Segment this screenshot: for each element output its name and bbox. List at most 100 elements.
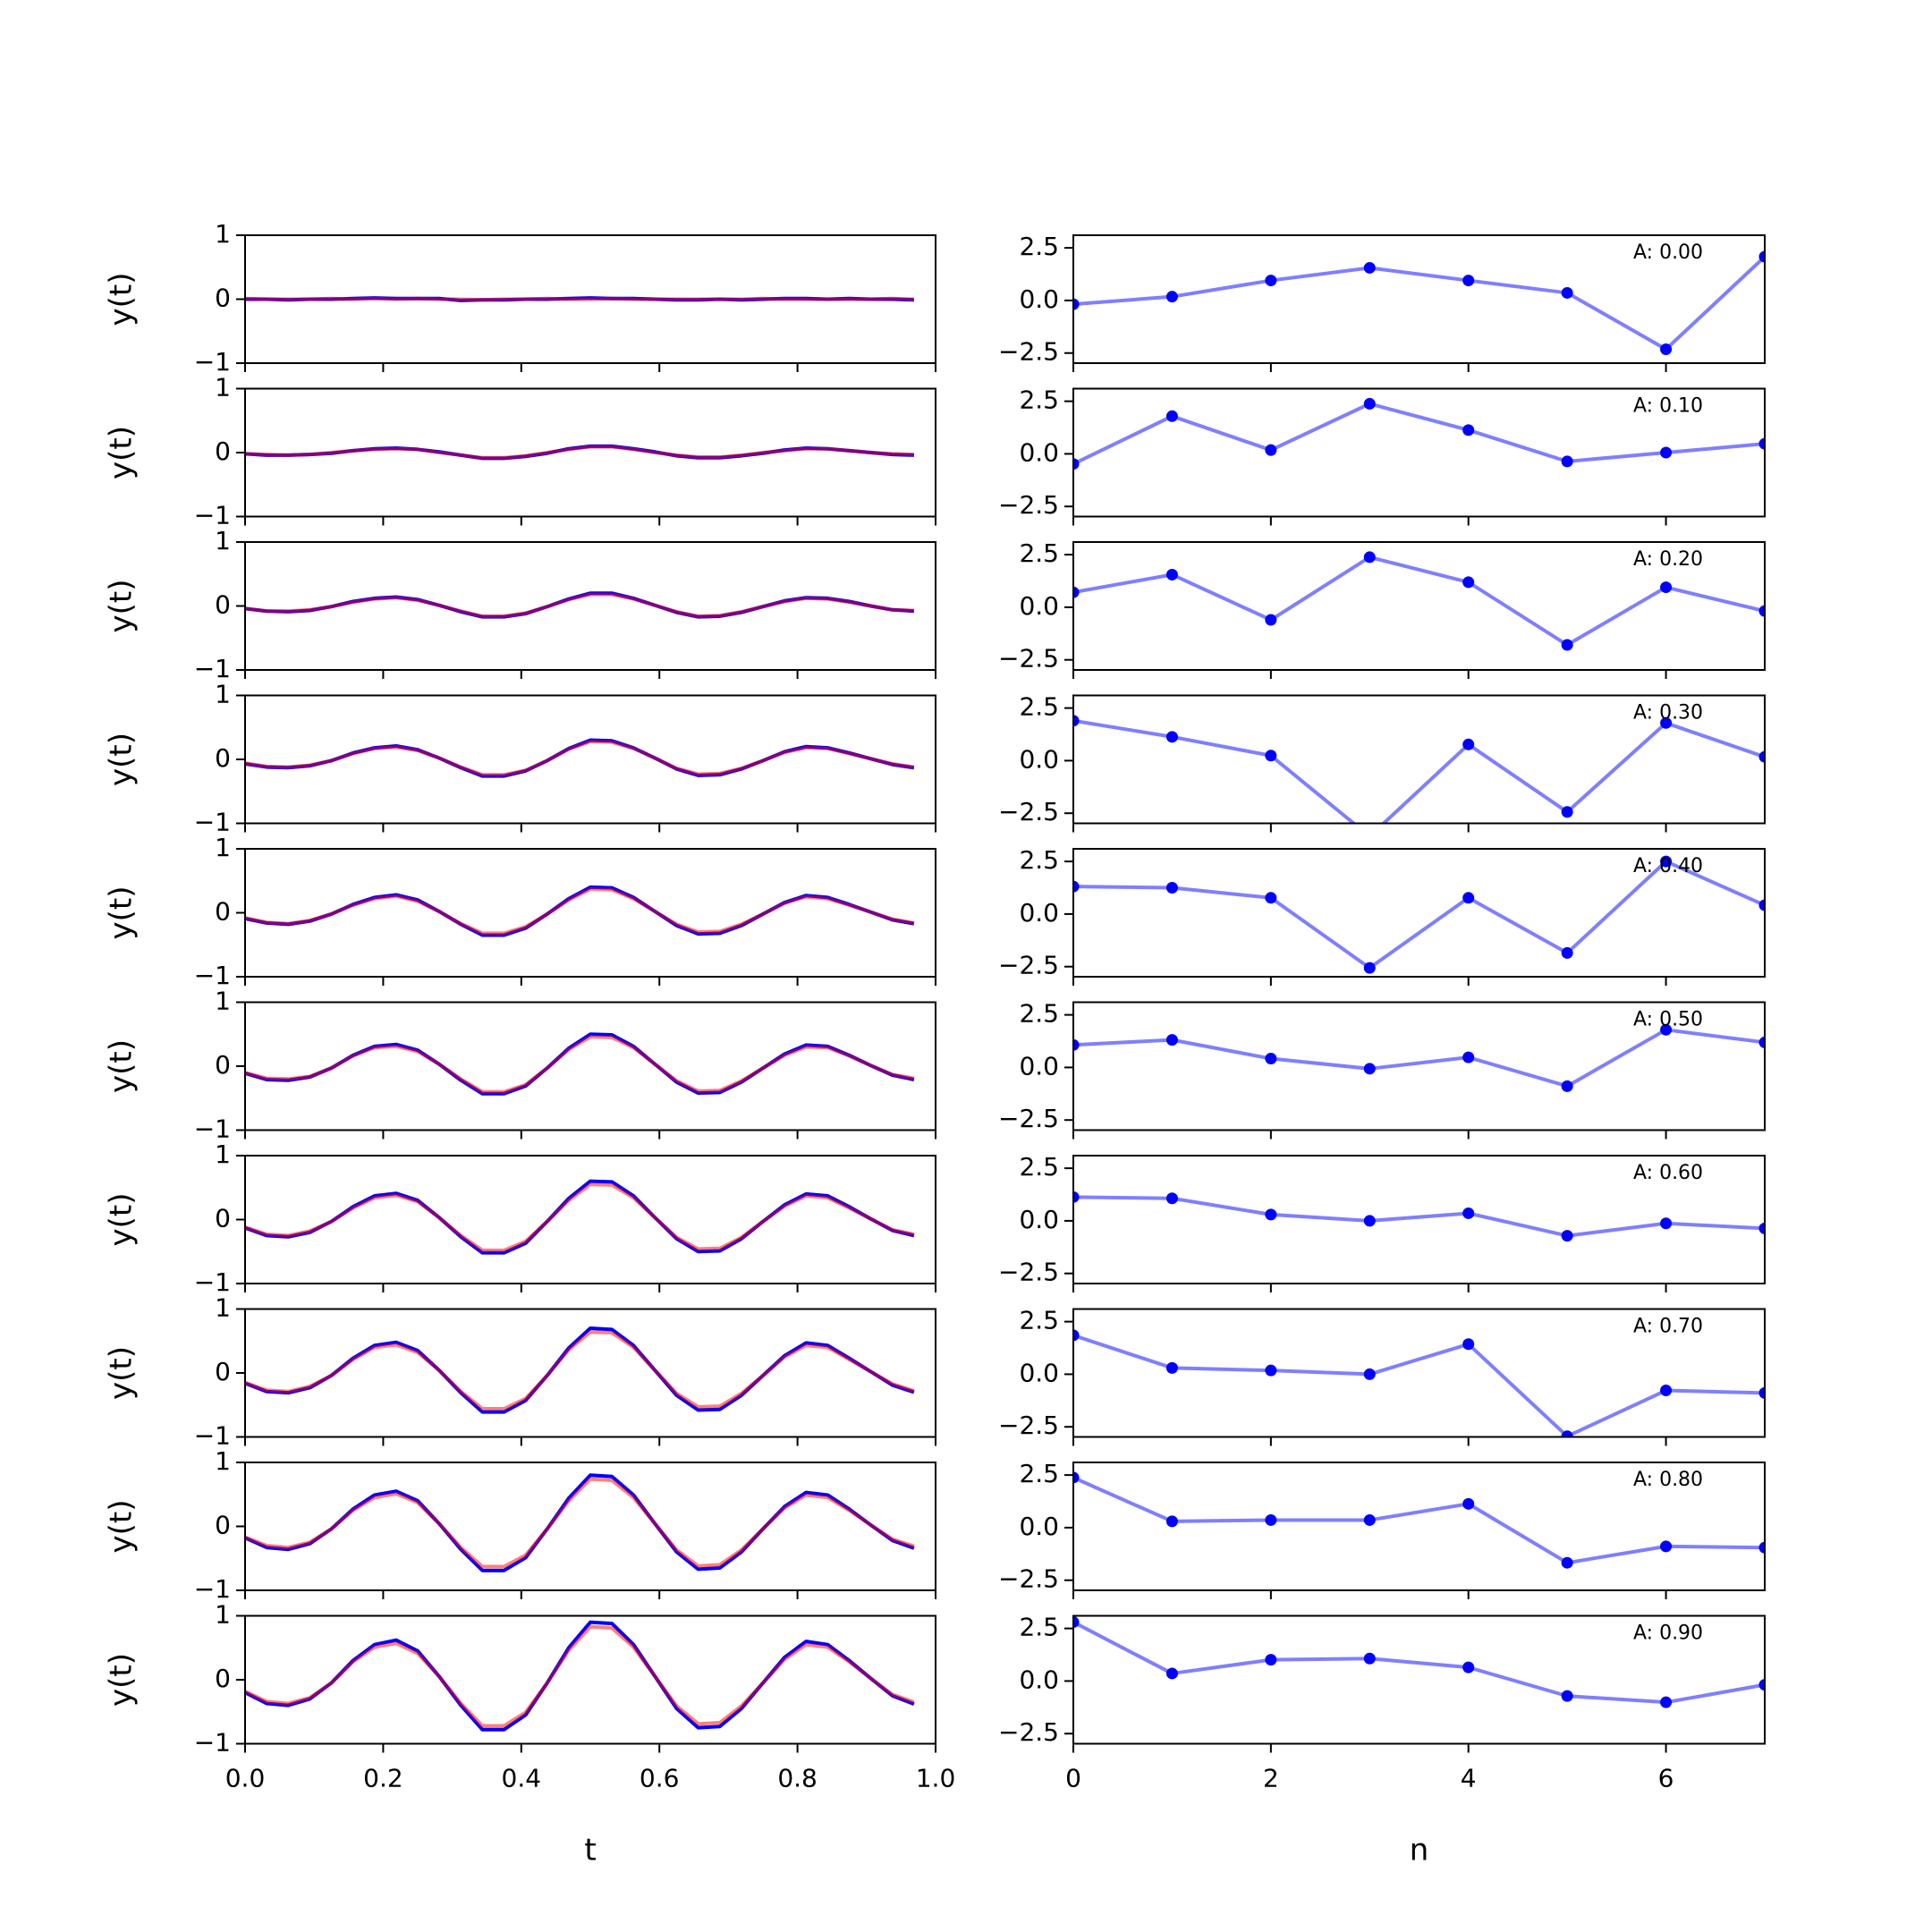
- x-tick-label: 2: [1263, 1764, 1279, 1793]
- data-line: [245, 1624, 915, 1728]
- axes-frame: [1072, 848, 1766, 978]
- y-tick-label: 0.0: [1019, 1665, 1059, 1694]
- y-tick-label: −1: [194, 1267, 231, 1297]
- data-point: [1165, 1034, 1178, 1046]
- y-tick-label: 0.0: [1019, 284, 1059, 314]
- plot-area: [245, 1179, 915, 1255]
- data-point: [1561, 639, 1573, 651]
- y-tick-label: −2.5: [998, 1258, 1059, 1287]
- data-line: [1073, 1028, 1765, 1089]
- axes-frame: [1072, 1462, 1766, 1591]
- y-tick-label: −1: [194, 1728, 231, 1758]
- data-line: [1073, 1334, 1765, 1437]
- data-point: [1073, 1329, 1080, 1342]
- y-tick-label: 1: [215, 1600, 231, 1630]
- y-tick-label: −2.5: [998, 490, 1059, 520]
- data-line: [1073, 402, 1765, 466]
- y-tick-label: 2.5: [1019, 1306, 1059, 1335]
- axes-frame: [1072, 234, 1766, 364]
- subplot: −2.5 0.0 2.5 A: 0.30: [998, 692, 1766, 833]
- data-point: [1758, 1222, 1765, 1234]
- subplot: −1 0 1 y(t): [104, 219, 936, 377]
- y-tick-label: −2.5: [998, 1104, 1059, 1133]
- subplot: −2.5 0.0 2.5 A: 0.60: [998, 1152, 1766, 1292]
- y-axis-label: y(t): [104, 733, 140, 786]
- data-point: [1758, 899, 1765, 911]
- y-tick-label: −2.5: [998, 337, 1059, 367]
- data-point: [1265, 614, 1277, 626]
- subplot: −2.5 0.0 2.5 A: 0.70: [998, 1306, 1766, 1446]
- x-tick-label: 1.0: [916, 1764, 956, 1793]
- y-tick-label: 1: [215, 526, 231, 555]
- y-tick-label: 0: [215, 284, 231, 313]
- y-tick-label: 1: [215, 1140, 231, 1169]
- data-point: [1165, 1515, 1178, 1528]
- data-point: [1363, 1513, 1376, 1526]
- subplot: −1 0 1 0.0 0.2 0.4 0.6 0.8 1.0 y(t) t: [104, 1600, 956, 1868]
- data-point: [1363, 962, 1376, 974]
- y-tick-label: −1: [194, 808, 231, 837]
- y-tick-label: −2.5: [998, 1564, 1059, 1594]
- axes-frame: [1072, 1614, 1766, 1745]
- annotation: A: 0.00: [1633, 242, 1703, 264]
- y-axis-label: y(t): [104, 1653, 140, 1707]
- data-line: [1073, 1620, 1765, 1705]
- data-point: [1462, 275, 1475, 287]
- data-point: [1758, 1036, 1765, 1048]
- data-point: [1660, 343, 1673, 355]
- plot-area: [1073, 1191, 1765, 1242]
- y-tick-label: 2.5: [1019, 232, 1059, 261]
- annotation: A: 0.90: [1633, 1623, 1703, 1645]
- x-tick-label: 4: [1461, 1764, 1477, 1793]
- y-axis-label: y(t): [104, 1039, 140, 1093]
- data-point: [1561, 946, 1573, 959]
- data-point: [1561, 1690, 1573, 1702]
- data-point: [1462, 738, 1475, 750]
- y-tick-label: 0.0: [1019, 437, 1059, 467]
- y-tick-label: 0.0: [1019, 898, 1059, 928]
- data-point: [1758, 1679, 1765, 1691]
- data-point: [1462, 892, 1475, 904]
- subplot: −2.5 0.0 2.5 A: 0.40: [998, 845, 1766, 986]
- data-point: [1660, 581, 1673, 594]
- data-point: [1660, 1217, 1673, 1230]
- data-point: [1165, 410, 1178, 422]
- subplot: −2.5 0.0 2.5 A: 0.20: [998, 538, 1766, 679]
- annotation: A: 0.30: [1633, 702, 1703, 724]
- data-point: [1758, 1541, 1765, 1554]
- y-tick-label: −2.5: [998, 1411, 1059, 1440]
- plot-area: [245, 1473, 915, 1572]
- data-point: [1758, 437, 1765, 450]
- plot-area: [1073, 1329, 1765, 1437]
- subplot: −2.5 0.0 2.5 A: 0.00: [998, 232, 1766, 372]
- x-tick-label: 0: [1065, 1764, 1081, 1793]
- axes-frame: [244, 541, 936, 671]
- plot-area: [245, 1326, 915, 1414]
- axes-frame: [244, 1462, 936, 1591]
- data-line: [245, 592, 914, 618]
- data-point: [1363, 1368, 1376, 1380]
- axes-frame: [1072, 694, 1766, 825]
- y-tick-label: 0.0: [1019, 591, 1059, 621]
- x-axis-label: t: [584, 1833, 596, 1868]
- data-point: [1660, 1023, 1673, 1036]
- y-tick-label: −2.5: [998, 797, 1059, 826]
- data-line: [245, 296, 914, 302]
- y-tick-label: 0.0: [1019, 744, 1059, 774]
- data-point: [1165, 731, 1178, 743]
- axes-frame: [1072, 1001, 1766, 1131]
- data-point: [1363, 1652, 1376, 1665]
- plot-area: [245, 1032, 915, 1096]
- y-tick-label: −2.5: [998, 644, 1059, 674]
- data-point: [1462, 1051, 1475, 1063]
- y-tick-label: 1: [215, 1293, 231, 1323]
- y-tick-label: 2.5: [1019, 845, 1059, 875]
- y-tick-label: 2.5: [1019, 1613, 1059, 1642]
- y-tick-label: 2.5: [1019, 1152, 1059, 1182]
- x-tick-label: 0.8: [777, 1764, 818, 1793]
- plot-area: [1073, 551, 1765, 651]
- data-point: [1758, 1386, 1765, 1399]
- axes-frame: [244, 1614, 936, 1745]
- data-point: [1660, 1385, 1673, 1397]
- y-tick-label: −1: [194, 1574, 231, 1604]
